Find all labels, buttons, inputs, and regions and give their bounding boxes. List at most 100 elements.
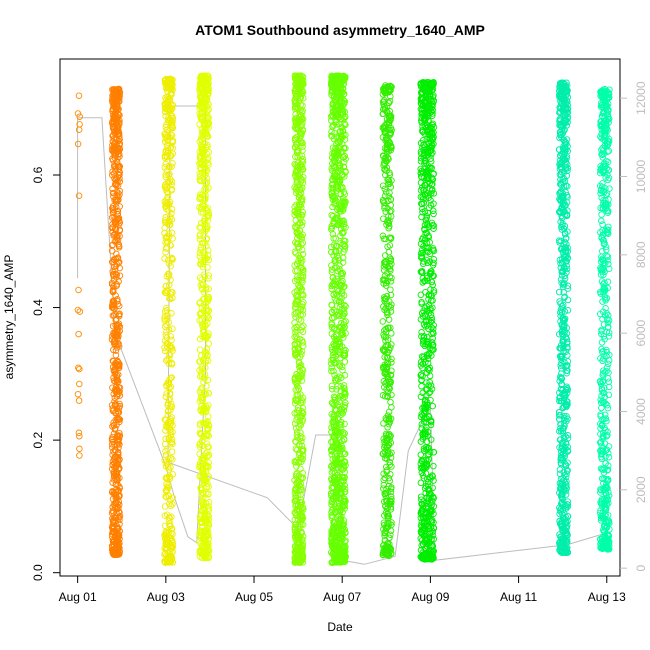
- data-point: [163, 545, 170, 552]
- data-point: [168, 124, 176, 131]
- data-point: [164, 379, 171, 387]
- data-point: [112, 347, 120, 354]
- data-point: [166, 233, 173, 240]
- data-point: [108, 336, 116, 343]
- data-point: [115, 311, 123, 318]
- data-point: [161, 255, 168, 262]
- data-point: [110, 472, 118, 480]
- data-point: [165, 207, 172, 215]
- data-point: [114, 182, 122, 189]
- data-point: [168, 361, 176, 368]
- data-point: [162, 171, 170, 178]
- data-point: [162, 104, 169, 111]
- data-point: [112, 203, 120, 211]
- data-point: [111, 328, 119, 336]
- data-point: [163, 196, 170, 203]
- data-point: [165, 492, 173, 500]
- data-point: [111, 113, 119, 120]
- data-point: [116, 432, 124, 439]
- data-point: [116, 509, 123, 516]
- data-point: [165, 360, 173, 368]
- data-point: [388, 330, 395, 337]
- data-point: [110, 374, 117, 382]
- data-point: [168, 89, 175, 97]
- data-point: [75, 286, 82, 294]
- data-point: [76, 445, 83, 453]
- data-point: [75, 92, 83, 99]
- point-cluster: [196, 72, 213, 562]
- data-point: [163, 486, 171, 493]
- data-point: [164, 132, 172, 140]
- data-point: [112, 351, 120, 359]
- data-point: [108, 304, 116, 311]
- data-point: [114, 457, 122, 464]
- data-point: [162, 101, 169, 109]
- data-point: [167, 104, 174, 112]
- data-point: [198, 316, 205, 324]
- data-point: [112, 425, 119, 432]
- data-point: [167, 333, 174, 340]
- data-point: [162, 214, 169, 221]
- data-point: [110, 377, 118, 384]
- data-point: [168, 229, 176, 237]
- point-cluster: [108, 85, 124, 558]
- data-point: [162, 282, 170, 290]
- data-point: [112, 321, 119, 329]
- data-point: [76, 365, 83, 373]
- data-point: [109, 357, 117, 365]
- data-point: [379, 318, 387, 325]
- data-point: [166, 221, 174, 229]
- data-point: [169, 440, 176, 448]
- data-point: [109, 203, 117, 210]
- data-point: [108, 279, 116, 287]
- data-point: [163, 459, 170, 466]
- data-point: [114, 297, 121, 305]
- data-point: [202, 171, 209, 178]
- data-point: [108, 436, 116, 444]
- data-point: [164, 189, 172, 197]
- data-point: [76, 121, 83, 128]
- data-point: [116, 416, 124, 423]
- data-point: [161, 347, 169, 355]
- data-point: [202, 227, 209, 235]
- point-cluster: [291, 72, 307, 566]
- data-point: [110, 112, 117, 119]
- data-point: [426, 372, 434, 380]
- data-point: [169, 256, 176, 263]
- data-point: [113, 250, 120, 258]
- data-point: [110, 422, 117, 429]
- data-point: [169, 325, 176, 332]
- data-point: [167, 291, 175, 298]
- data-point: [75, 192, 83, 199]
- data-point: [168, 105, 176, 113]
- data-point: [202, 239, 209, 247]
- data-point: [109, 405, 116, 412]
- data-point: [169, 347, 176, 354]
- data-point: [162, 173, 170, 181]
- data-point: [112, 416, 119, 424]
- data-point: [388, 404, 395, 411]
- data-point: [76, 113, 83, 120]
- data-point: [166, 241, 174, 249]
- data-point: [108, 509, 116, 517]
- data-point: [116, 400, 123, 408]
- data-point: [204, 453, 211, 460]
- data-point: [163, 287, 170, 294]
- data-point: [112, 458, 119, 465]
- point-cluster: [74, 92, 84, 459]
- point-cluster: [327, 72, 349, 566]
- data-point: [115, 501, 123, 508]
- data-point: [162, 451, 170, 459]
- data-point: [162, 94, 169, 102]
- data-point: [199, 507, 206, 515]
- data-point: [163, 199, 171, 207]
- data-point: [166, 522, 173, 529]
- data-point: [168, 448, 176, 455]
- data-point: [164, 270, 172, 278]
- data-point: [111, 532, 119, 540]
- data-point: [169, 559, 176, 566]
- data-point: [112, 262, 120, 270]
- data-point: [381, 252, 389, 259]
- data-point: [168, 414, 175, 421]
- data-point: [113, 376, 120, 384]
